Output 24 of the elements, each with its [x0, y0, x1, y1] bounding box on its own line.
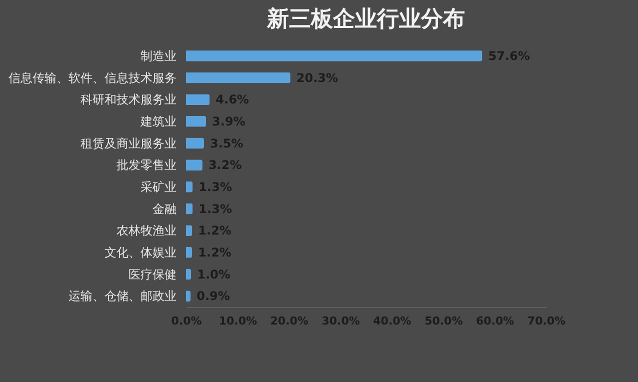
y-tick-label: 医疗保健 — [128, 267, 176, 282]
bar — [186, 246, 192, 258]
bar — [186, 72, 290, 84]
y-tick-label: 农林牧渔业 — [116, 224, 176, 238]
bar — [186, 116, 206, 127]
bar — [186, 225, 192, 236]
bar — [186, 50, 482, 62]
y-tick-label: 租赁及商业服务业 — [80, 136, 176, 150]
bar — [186, 160, 202, 171]
y-tick-label: 信息传输、软件、信息技术服务 — [8, 70, 176, 85]
chart-title: 新三板企业行业分布 — [266, 6, 465, 32]
y-tick-label: 金融 — [152, 202, 176, 216]
y-tick-label: 批发零售业 — [116, 158, 176, 172]
y-tick-label: 运输、仓储、邮政业 — [68, 289, 176, 304]
y-tick-label: 建筑业 — [140, 114, 176, 128]
y-tick-label: 制造业 — [140, 48, 176, 63]
y-tick-label: 采矿业 — [140, 180, 176, 194]
y-tick-label: 科研和技术服务业 — [80, 92, 176, 107]
bar — [186, 181, 193, 192]
bar — [186, 268, 192, 280]
bar — [186, 138, 204, 149]
y-tick-label: 文化、体娱业 — [104, 245, 176, 260]
bar — [186, 94, 210, 106]
bar — [186, 203, 193, 214]
